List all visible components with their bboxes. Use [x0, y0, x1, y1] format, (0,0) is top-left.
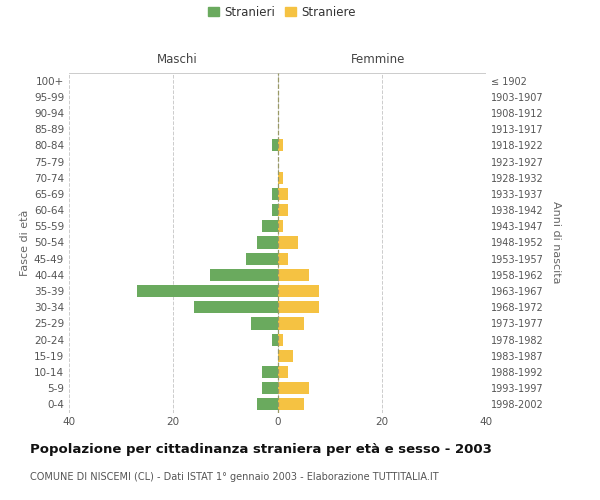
Bar — [262, 382, 277, 394]
Text: Maschi: Maschi — [157, 52, 198, 66]
Bar — [272, 204, 277, 216]
Bar — [277, 350, 293, 362]
Bar — [272, 334, 277, 345]
Bar — [257, 398, 277, 410]
Bar — [277, 204, 288, 216]
Bar — [277, 318, 304, 330]
Bar — [262, 366, 277, 378]
Y-axis label: Fasce di età: Fasce di età — [20, 210, 30, 276]
Bar — [257, 236, 277, 248]
Bar — [277, 172, 283, 184]
Bar — [277, 220, 283, 232]
Bar — [277, 285, 319, 297]
Bar — [277, 398, 304, 410]
Bar — [277, 236, 298, 248]
Bar — [262, 220, 277, 232]
Bar — [277, 334, 283, 345]
Bar — [272, 140, 277, 151]
Bar — [137, 285, 277, 297]
Bar — [277, 269, 309, 281]
Bar — [277, 252, 288, 265]
Y-axis label: Anni di nascita: Anni di nascita — [551, 201, 560, 283]
Bar — [246, 252, 277, 265]
Bar — [277, 188, 288, 200]
Bar — [277, 382, 309, 394]
Bar — [251, 318, 277, 330]
Bar — [210, 269, 277, 281]
Bar — [277, 301, 319, 314]
Bar — [272, 188, 277, 200]
Bar — [277, 140, 283, 151]
Bar — [194, 301, 277, 314]
Bar — [277, 366, 288, 378]
Text: Popolazione per cittadinanza straniera per età e sesso - 2003: Popolazione per cittadinanza straniera p… — [30, 442, 492, 456]
Text: COMUNE DI NISCEMI (CL) - Dati ISTAT 1° gennaio 2003 - Elaborazione TUTTITALIA.IT: COMUNE DI NISCEMI (CL) - Dati ISTAT 1° g… — [30, 472, 439, 482]
Text: Femmine: Femmine — [350, 52, 405, 66]
Legend: Stranieri, Straniere: Stranieri, Straniere — [208, 6, 356, 19]
